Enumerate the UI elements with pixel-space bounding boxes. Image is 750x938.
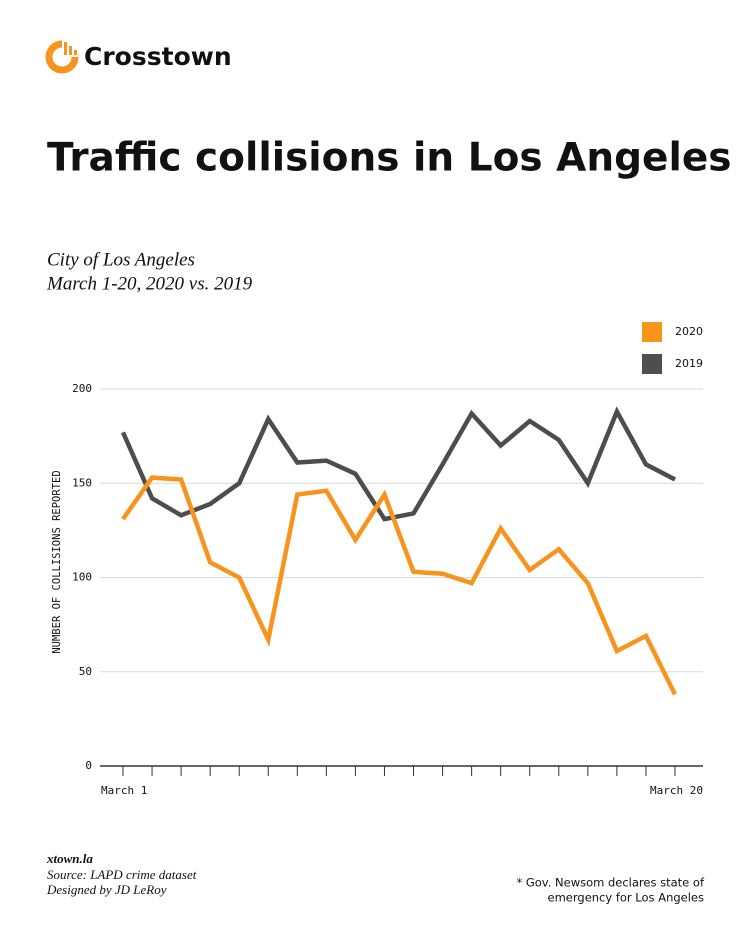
footer-designer: Designed by JD LeRoy [46, 882, 167, 897]
line [120, 406, 677, 522]
legend-swatch [642, 322, 662, 342]
y-tick-label: 50 [79, 665, 92, 678]
x-tick-label: March 1 [101, 784, 147, 797]
legend-label: 2019 [675, 357, 703, 370]
subtitle: City of Los Angeles [47, 249, 195, 270]
y-tick-label: 200 [72, 382, 92, 395]
chart-title: Traffic collisions in Los Angeles [47, 136, 732, 181]
legend-label: 2020 [675, 325, 703, 338]
footer-source: Source: LAPD crime dataset [47, 867, 197, 882]
y-tick-label: 100 [72, 571, 92, 584]
footnote: * Gov. Newsom declares state of [516, 876, 705, 890]
y-tick-label: 0 [85, 759, 92, 772]
legend-swatch [642, 354, 662, 374]
logo-icon [45, 40, 79, 74]
footer-site: xtown.la [46, 851, 93, 866]
line [121, 475, 678, 696]
x-tick-label: March 20 [650, 784, 703, 797]
y-axis-label: NUMBER OF COLLISIONS REPORTED [51, 470, 63, 653]
y-tick-label: 150 [72, 476, 92, 489]
brand: Crosstown [84, 42, 232, 71]
subtitle: March 1-20, 2020 vs. 2019 [46, 273, 253, 294]
footnote: emergency for Los Angeles [548, 891, 704, 905]
